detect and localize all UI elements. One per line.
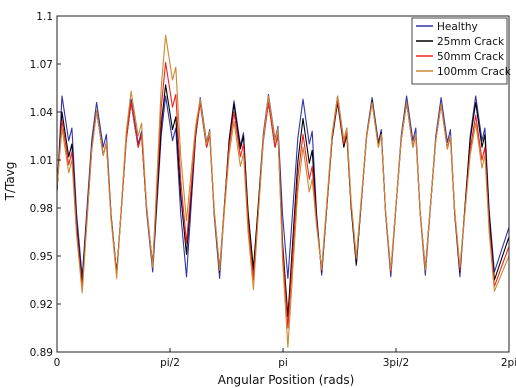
series-layer <box>57 34 509 348</box>
legend-label: 50mm Crack <box>437 51 505 63</box>
y-tick-label: 1.1 <box>36 11 53 23</box>
x-tick-label: pi/2 <box>160 357 180 369</box>
legend-box <box>411 17 508 85</box>
x-tick-label: pi <box>278 357 288 369</box>
x-tick-label: 2pi <box>501 357 516 369</box>
y-tick-label: 1.01 <box>30 155 53 167</box>
y-tick-label: 1.07 <box>30 59 53 71</box>
series-line-100mm-crack <box>57 34 509 348</box>
x-tick-label: 3pi/2 <box>383 357 409 369</box>
y-tick-label: 0.95 <box>30 251 53 263</box>
y-tick-label: 0.92 <box>30 299 53 311</box>
x-tick-label: 0 <box>54 357 61 369</box>
y-axis-label: T/Tavg <box>3 162 17 202</box>
legend: Healthy 25mm Crack 50mm Crack 100mm Crack <box>411 17 512 85</box>
legend-label: 100mm Crack <box>437 66 512 78</box>
y-tick-label: 1.04 <box>30 107 54 119</box>
x-axis-label: Angular Position (rads) <box>218 373 355 387</box>
x-axis: 0 pi/2 pi 3pi/2 2pi <box>54 348 516 369</box>
series-line-25mm-crack <box>57 84 509 318</box>
y-tick-label: 0.89 <box>30 347 53 359</box>
y-axis: 0.89 0.92 0.95 0.98 1.01 1.04 1.07 1.1 <box>30 11 61 359</box>
y-tick-label: 0.98 <box>30 203 53 215</box>
legend-label: Healthy <box>437 21 478 33</box>
legend-label: 25mm Crack <box>437 36 505 48</box>
